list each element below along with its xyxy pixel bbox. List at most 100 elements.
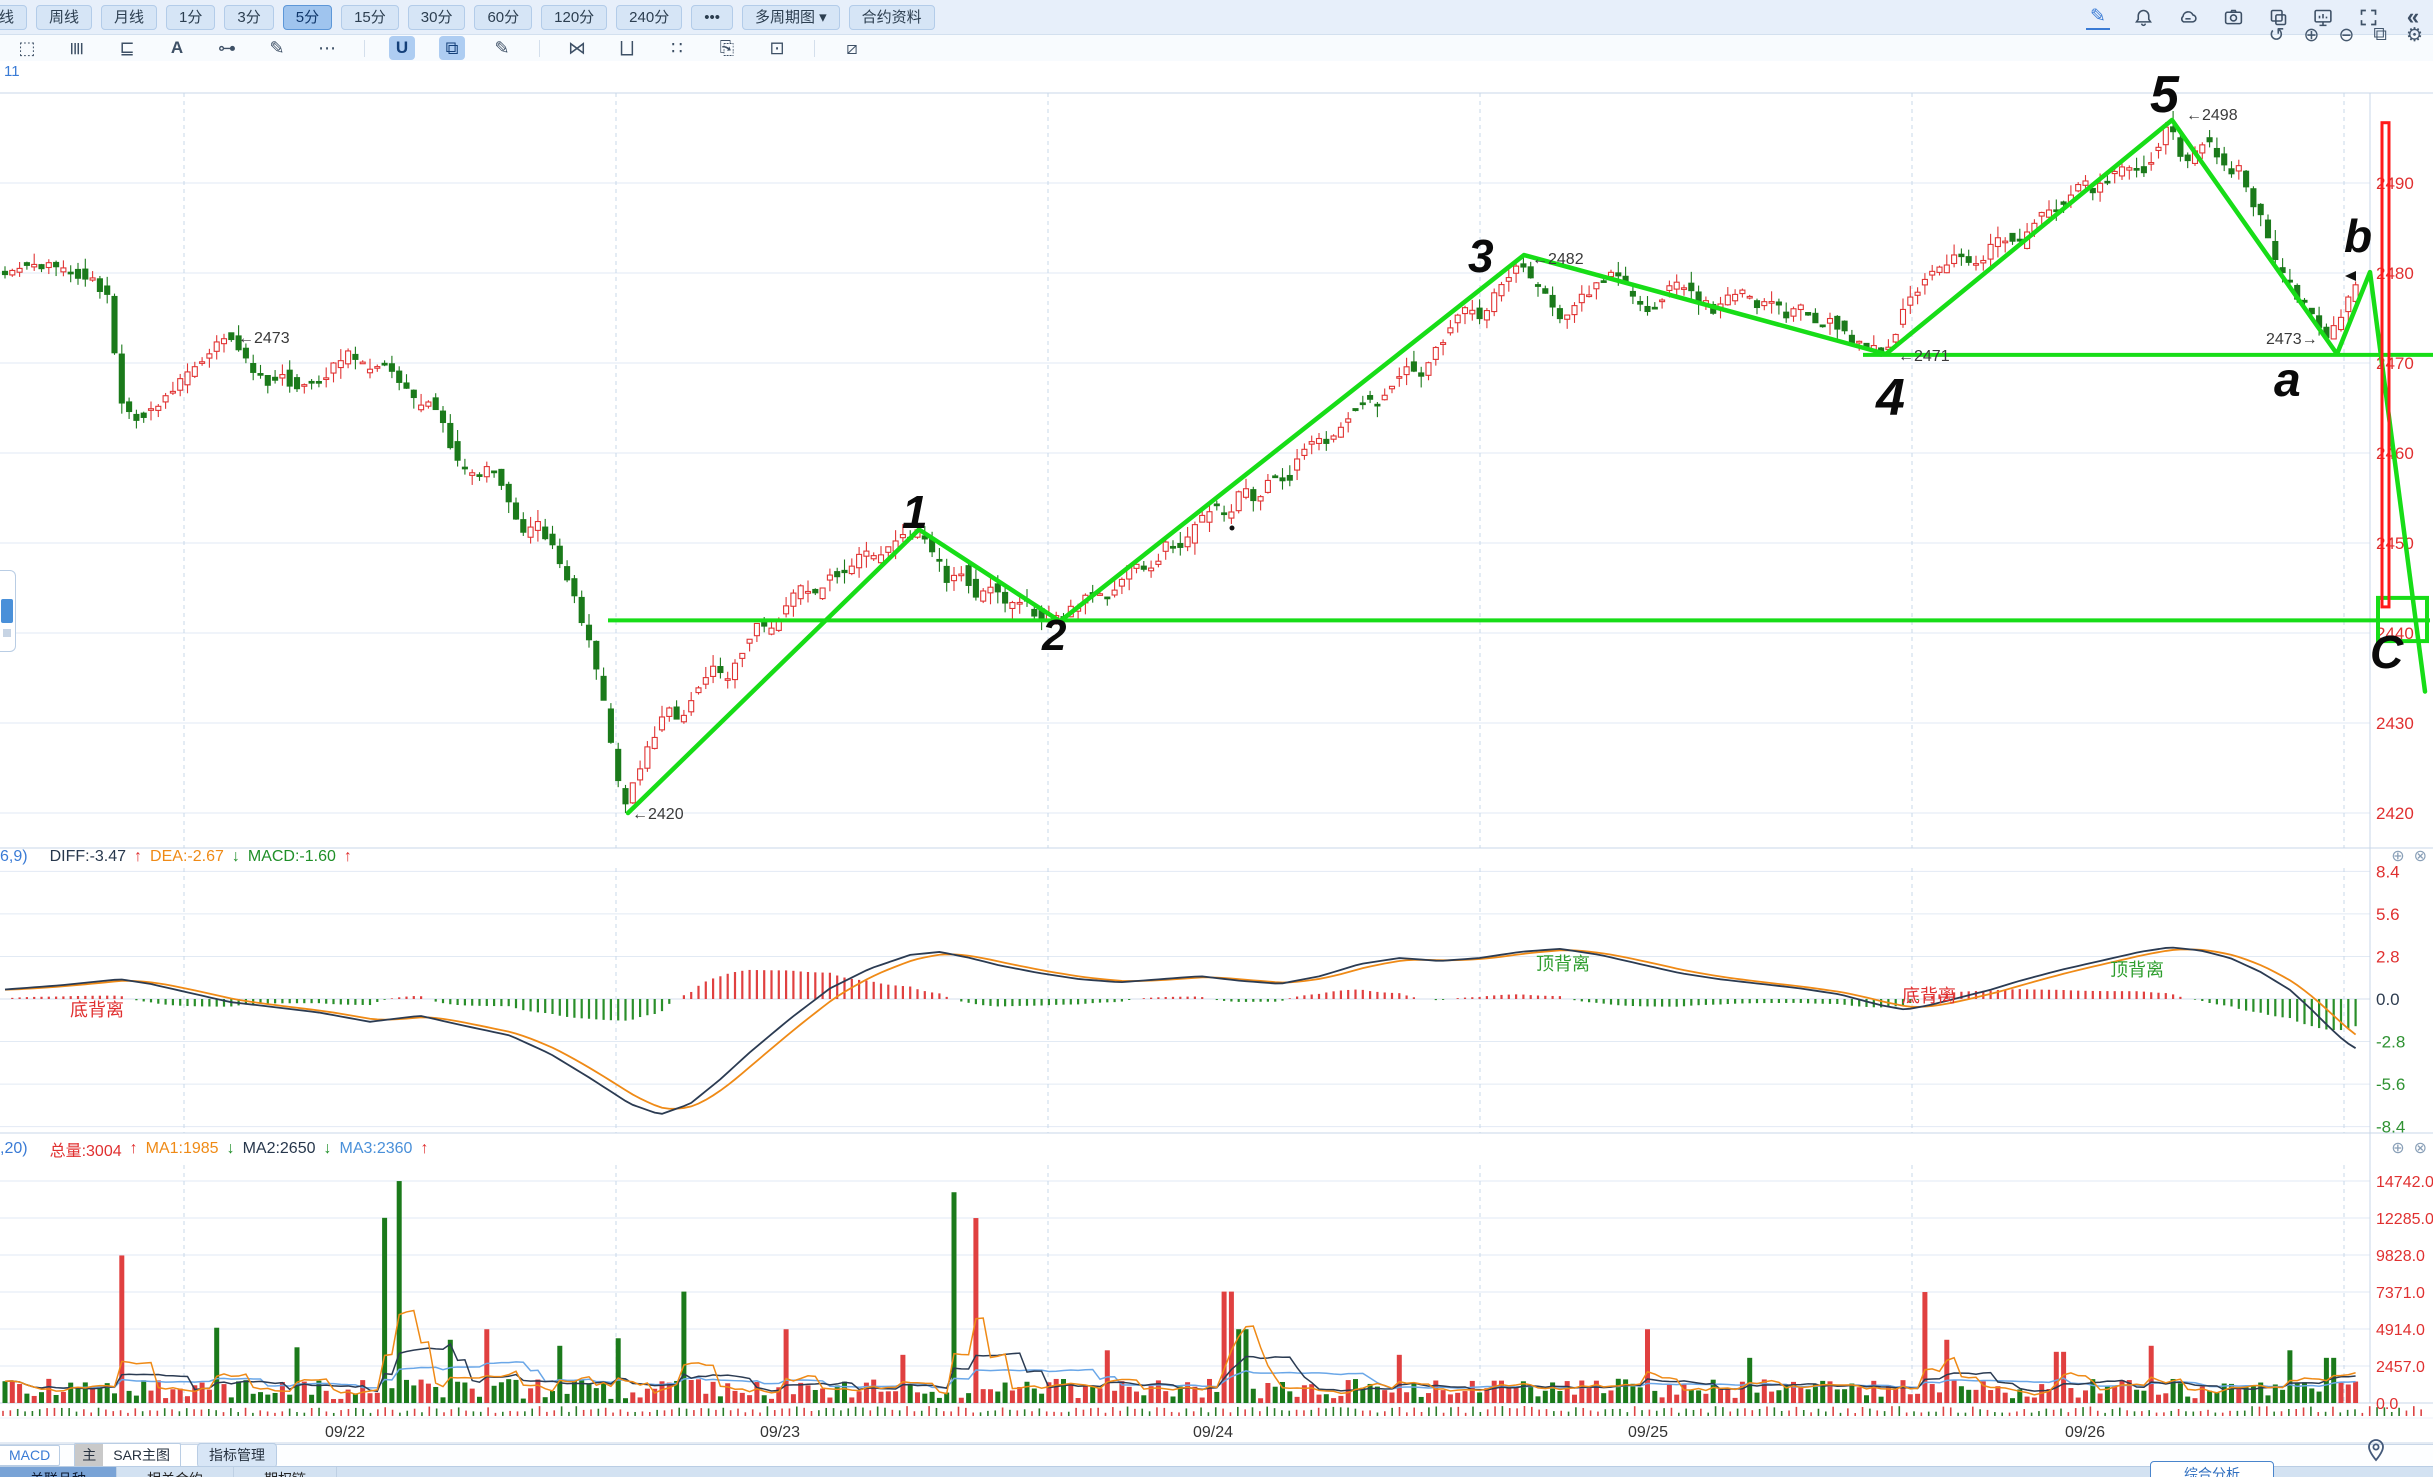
palette-selected-item[interactable] xyxy=(1,599,13,623)
svg-text:4: 4 xyxy=(1875,369,1905,427)
bottom-tab[interactable]: 关联品种 xyxy=(0,1467,117,1477)
timeframe-button[interactable]: 30分 xyxy=(407,4,466,30)
zoom-out-icon[interactable]: ⊖ xyxy=(2338,25,2355,46)
svg-text:09/23: 09/23 xyxy=(760,1424,800,1441)
svg-text:底背离: 底背离 xyxy=(70,1000,124,1020)
panel-expand-icon[interactable]: ⊕ xyxy=(2391,848,2405,865)
timeframe-button[interactable]: 月线 xyxy=(101,4,158,30)
pencil-drawing-icon[interactable]: ✎ xyxy=(494,37,510,58)
svg-text:2440: 2440 xyxy=(2376,624,2414,643)
cut-drawing-icon[interactable]: ⋈ xyxy=(568,37,586,58)
toolbar-separator xyxy=(364,39,365,57)
trendline-tool-icon[interactable]: ⊶ xyxy=(218,37,236,58)
svg-text:8.4: 8.4 xyxy=(2376,862,2400,881)
collapsed-tool-palette[interactable] xyxy=(0,570,16,652)
svg-text:←2471: ←2471 xyxy=(1898,348,1950,365)
comment-note-icon[interactable]: ⊡ xyxy=(769,37,785,58)
toolbar-separator xyxy=(814,39,815,57)
timeframe-button[interactable]: ••• xyxy=(691,4,733,30)
duplicate-drawing-icon[interactable]: ⧉ xyxy=(439,36,465,60)
macd-indicator-button[interactable]: MACD xyxy=(0,1445,61,1466)
alert-bell-icon[interactable] xyxy=(2131,5,2155,29)
svg-text:←2420: ←2420 xyxy=(632,806,684,823)
macd-indicator-name[interactable]: 6,9) xyxy=(0,848,28,865)
svg-text:3: 3 xyxy=(1468,230,1494,282)
timeframe-button[interactable]: 120分 xyxy=(541,4,608,30)
timeframe-button[interactable]: 240分 xyxy=(616,4,683,30)
svg-text:2420: 2420 xyxy=(2376,804,2414,823)
svg-text:9828.0: 9828.0 xyxy=(2376,1248,2425,1265)
zoom-in-icon[interactable]: ⊕ xyxy=(2303,25,2320,46)
timeframe-button[interactable]: 5分 xyxy=(282,4,333,30)
panel-close-icon[interactable]: ⊗ xyxy=(2413,1140,2427,1157)
chart-zoom-controls: ↺ ⊕ ⊖ ⧉ ⚙ xyxy=(2269,24,2423,47)
volume-label-row: ,20) 总量:3004 ↑ MA1:1985 ↓ MA2:2650 ↓ MA3:23… xyxy=(0,1138,2433,1160)
down-arrow-icon: ↓ xyxy=(226,1140,235,1157)
panel-expand-icon[interactable]: ⊕ xyxy=(2391,1140,2405,1157)
timeframe-button[interactable]: 合约资料 xyxy=(848,4,935,30)
svg-text:09/26: 09/26 xyxy=(2065,1424,2105,1441)
sar-label: SAR主图 xyxy=(113,1447,171,1463)
fullscreen-icon[interactable] xyxy=(2356,5,2380,29)
edit-pencil-icon[interactable]: ✎ xyxy=(2086,4,2110,30)
svg-text:顶背离: 顶背离 xyxy=(1536,954,1590,974)
svg-text:C: C xyxy=(2370,626,2404,678)
svg-text:1: 1 xyxy=(902,486,928,538)
timeframe-button[interactable]: 3分 xyxy=(224,4,274,30)
svg-text:12285.0: 12285.0 xyxy=(2376,1211,2433,1228)
svg-text:2470: 2470 xyxy=(2376,354,2414,373)
location-pin-icon[interactable] xyxy=(2366,1438,2386,1467)
svg-text:2473→: 2473→ xyxy=(2266,331,2318,348)
svg-text:5: 5 xyxy=(2150,66,2180,124)
macd-bar-value: MACD:-1.60 xyxy=(247,848,336,865)
timeframe-button[interactable]: 多周期图 ▾ xyxy=(741,4,840,30)
cloud-icon[interactable] xyxy=(2176,5,2200,29)
measure-ruler-icon[interactable]: ⧄ xyxy=(846,37,858,58)
timeframe-button[interactable]: 周线 xyxy=(36,4,93,30)
delete-drawing-icon[interactable]: ⨆ xyxy=(619,37,635,58)
multi-screen-icon[interactable] xyxy=(2311,5,2335,29)
more-tools-icon[interactable]: ⋯ xyxy=(318,37,336,58)
volume-ma3-value: MA3:2360 xyxy=(339,1140,413,1157)
macd-diff-value: DIFF:-3.47 xyxy=(49,848,127,865)
svg-text:2457.0: 2457.0 xyxy=(2376,1359,2425,1376)
palette-item[interactable] xyxy=(3,629,11,637)
drawing-templates-icon[interactable]: ∷ xyxy=(671,37,683,58)
svg-text:←2498: ←2498 xyxy=(2186,107,2238,124)
text-tool-icon[interactable]: A xyxy=(170,38,184,57)
collapse-panel-icon[interactable]: « xyxy=(2406,4,2420,29)
timeframe-button[interactable]: 60分 xyxy=(474,4,533,30)
indicator-sliders-icon[interactable]: ≣ xyxy=(67,40,88,56)
undo-icon[interactable]: ↺ xyxy=(2268,25,2285,46)
pip-window-icon[interactable]: ⧉ xyxy=(2373,24,2387,45)
macd-dea-value: DEA:-2.67 xyxy=(150,848,224,865)
volume-indicator-name[interactable]: ,20) xyxy=(0,1140,28,1157)
svg-text:顶背离: 顶背离 xyxy=(2110,960,2164,980)
sar-main-chart-button[interactable]: 主 SAR主图 xyxy=(74,1443,182,1468)
panel-close-icon[interactable]: ⊗ xyxy=(2413,848,2427,865)
up-arrow-icon: ↑ xyxy=(420,1140,429,1157)
timeframe-button[interactable]: 15分 xyxy=(341,4,399,30)
svg-text:2490: 2490 xyxy=(2376,174,2414,193)
indicator-manager-button[interactable]: 指标管理 xyxy=(197,1443,278,1468)
timeframe-button[interactable]: 线 xyxy=(0,4,28,30)
svg-text:←2482: ←2482 xyxy=(1532,251,1584,268)
compare-overlay-icon[interactable] xyxy=(2266,5,2290,29)
select-area-icon[interactable]: ⬚ xyxy=(18,37,36,58)
svg-text:a: a xyxy=(2274,354,2301,407)
chart-settings-icon[interactable]: ⚙ xyxy=(2405,25,2423,46)
svg-text:0.0: 0.0 xyxy=(2376,990,2400,1009)
comprehensive-analysis-button[interactable]: 综合分析 xyxy=(2150,1461,2274,1477)
export-drawing-icon[interactable]: ⎘ xyxy=(719,37,735,58)
magnet-snap-icon[interactable]: U xyxy=(389,36,415,60)
bottom-tab[interactable]: 期权链 xyxy=(234,1467,337,1477)
gann-tool-icon[interactable]: ⊑ xyxy=(119,37,135,58)
screenshot-camera-icon[interactable] xyxy=(2221,5,2245,29)
bottom-tab[interactable]: 相关合约 xyxy=(117,1467,234,1477)
svg-text:4914.0: 4914.0 xyxy=(2376,1322,2425,1339)
volume-total-value: 总量:3004 xyxy=(49,1143,122,1160)
timeframe-button[interactable]: 1分 xyxy=(166,4,216,30)
main-chart-tag: 主 xyxy=(75,1444,104,1467)
brush-tool-icon[interactable]: ✎ xyxy=(269,37,285,58)
